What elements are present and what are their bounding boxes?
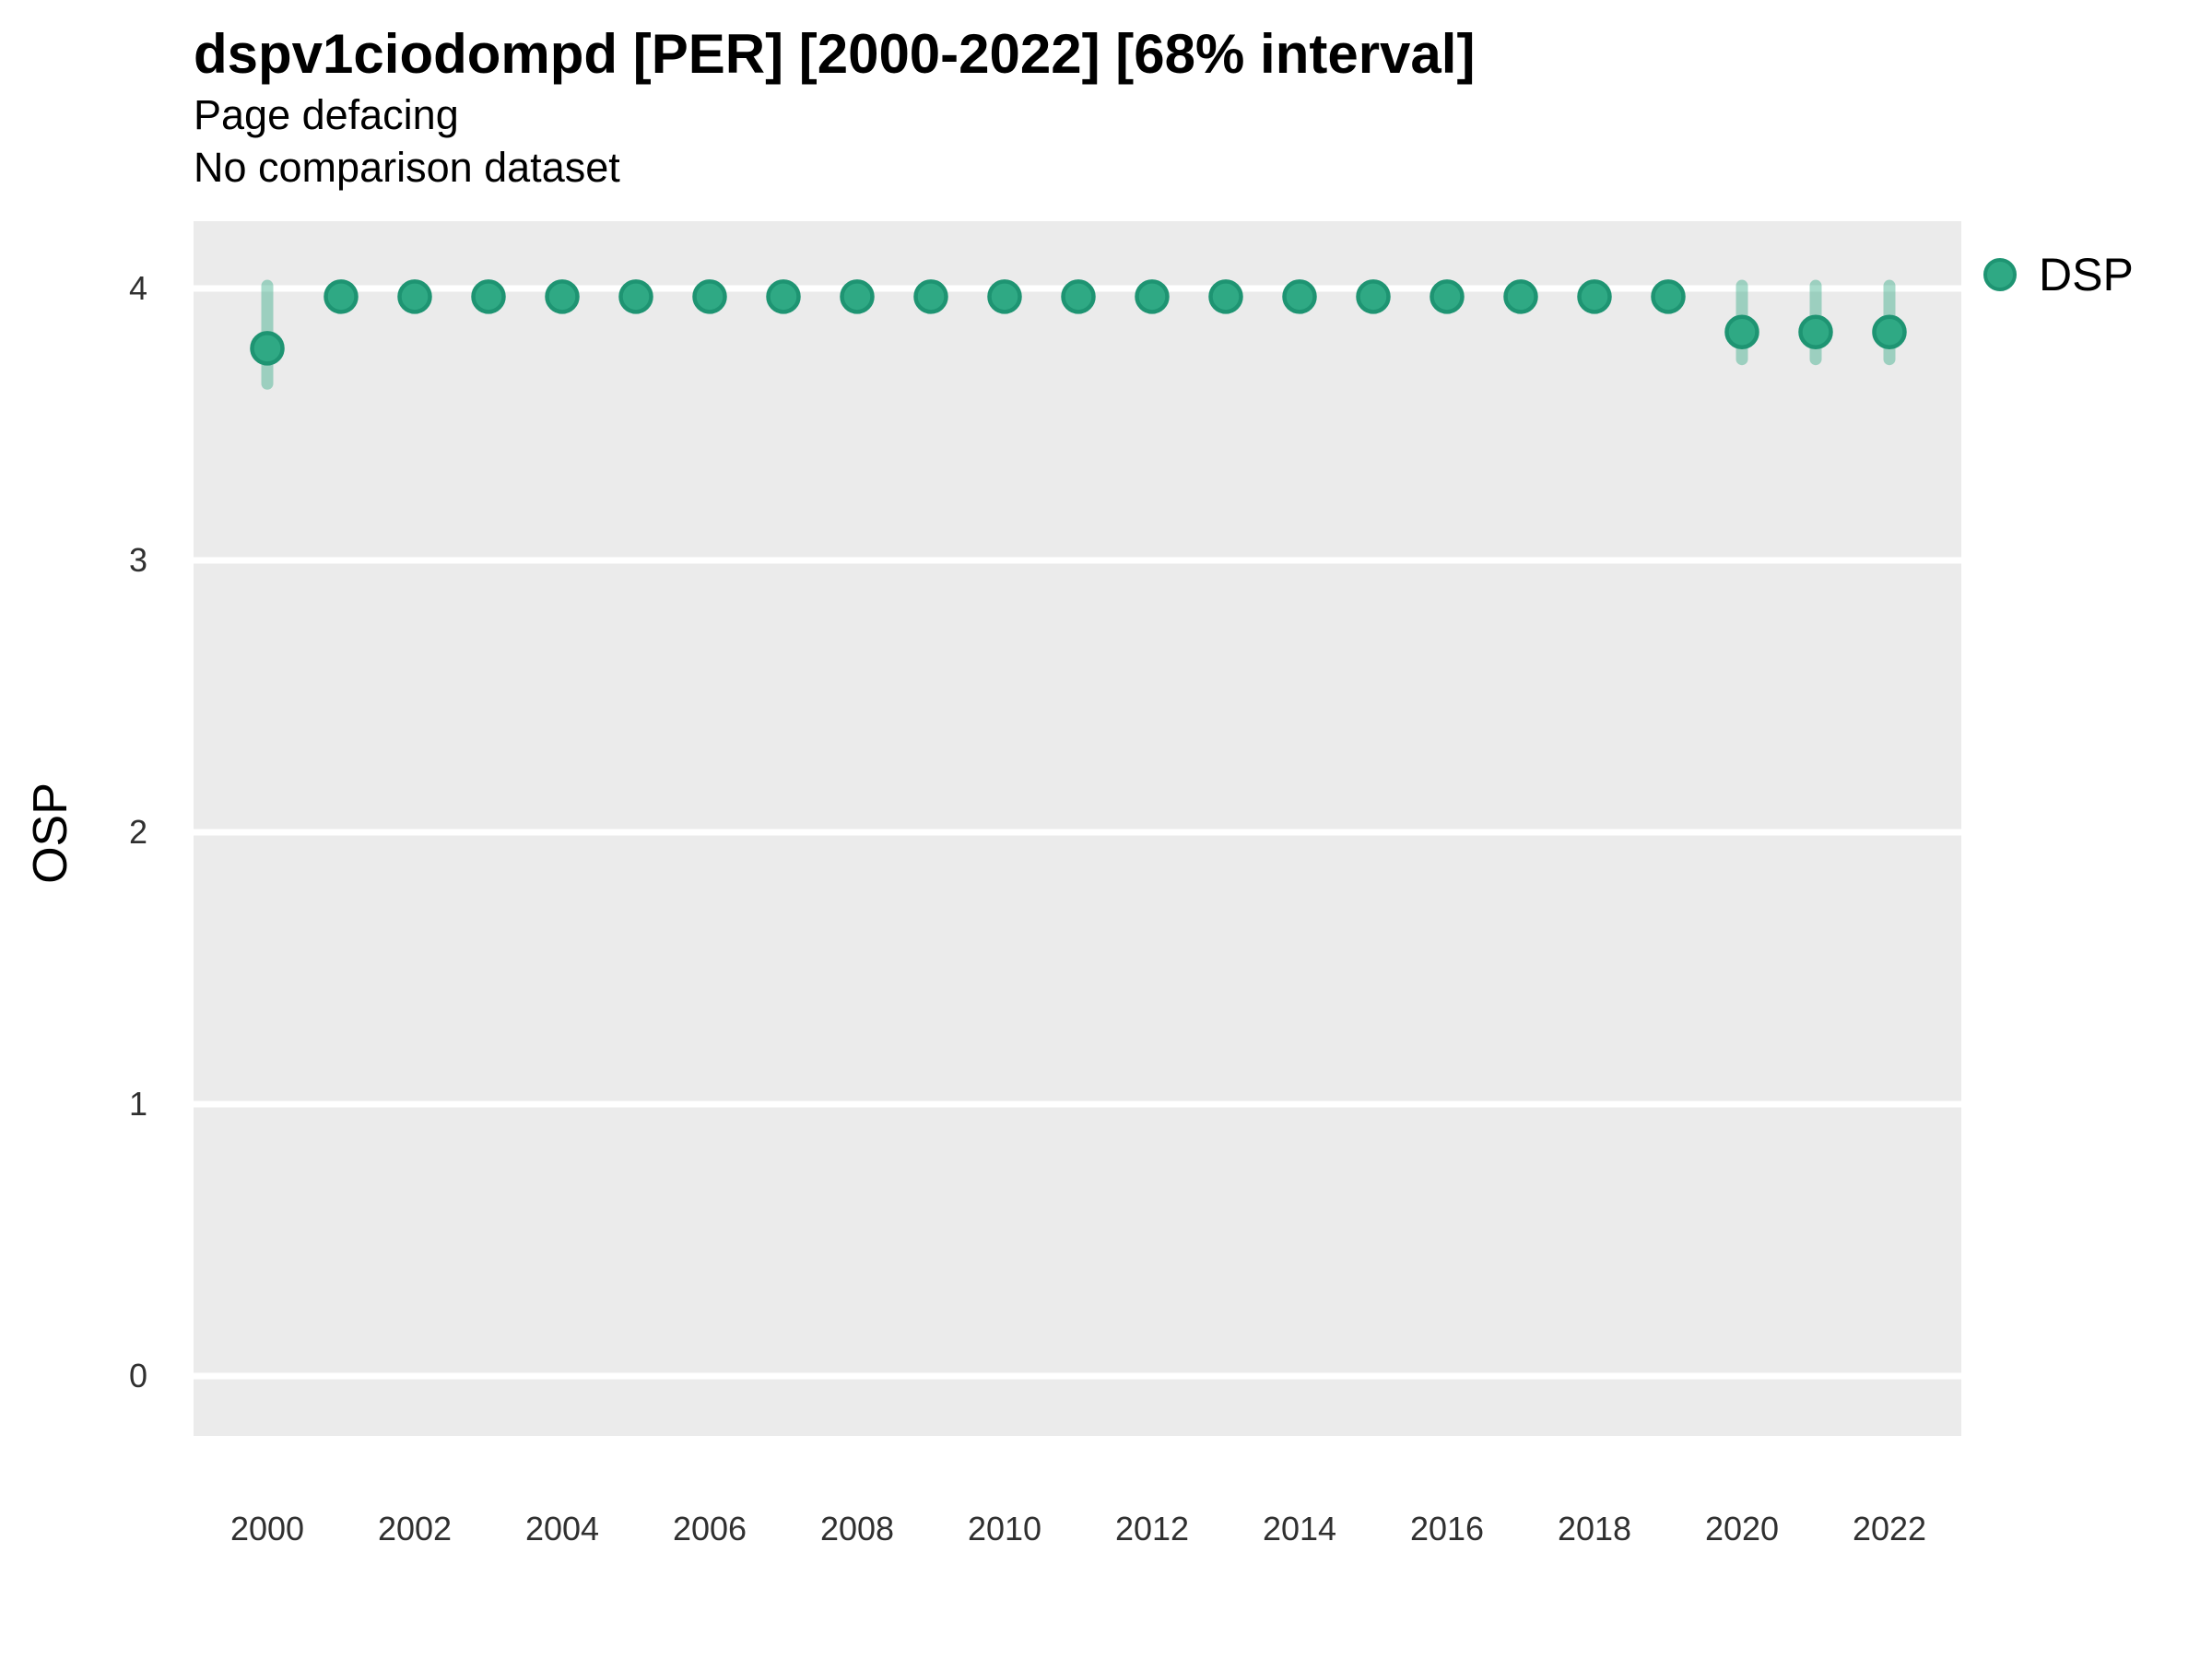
- chart-title: dspv1ciodompd [PER] [2000-2022] [68% int…: [194, 23, 1476, 85]
- data-point-2018: [1577, 279, 1612, 314]
- legend-label: DSP: [2039, 249, 2134, 300]
- x-tick-label-2020: 2020: [1704, 1510, 1780, 1547]
- x-tick-label-2012: 2012: [1114, 1510, 1190, 1547]
- chart-header: dspv1ciodompd [PER] [2000-2022] [68% int…: [194, 20, 1475, 194]
- legend: DSP: [1983, 247, 2134, 302]
- data-point-2019: [1651, 279, 1686, 314]
- y-tick-label-3: 3: [128, 541, 147, 579]
- data-point-2015: [1356, 279, 1391, 314]
- data-point-2002: [397, 279, 432, 314]
- y-tick-label-2: 2: [128, 813, 147, 851]
- x-tick-label-2008: 2008: [819, 1510, 895, 1547]
- x-tick-label-2016: 2016: [1409, 1510, 1485, 1547]
- y-tick-label-1: 1: [128, 1085, 147, 1123]
- data-point-2001: [324, 279, 359, 314]
- data-point-2003: [471, 279, 506, 314]
- data-point-2016: [1430, 279, 1465, 314]
- data-point-2006: [692, 279, 727, 314]
- x-tick-label-2006: 2006: [672, 1510, 747, 1547]
- x-tick-label-2018: 2018: [1557, 1510, 1632, 1547]
- data-point-2007: [766, 279, 801, 314]
- x-tick-label-2002: 2002: [377, 1510, 453, 1547]
- data-point-2013: [1208, 279, 1243, 314]
- data-point-2008: [840, 279, 875, 314]
- data-point-2009: [913, 279, 948, 314]
- plot-panel: [194, 221, 1961, 1436]
- data-point-2014: [1282, 279, 1317, 314]
- data-point-2010: [987, 279, 1022, 314]
- y-tick-label-0: 0: [128, 1357, 147, 1394]
- data-point-2017: [1503, 279, 1538, 314]
- x-tick-label-2004: 2004: [524, 1510, 600, 1547]
- data-point-2021: [1798, 314, 1833, 349]
- plot-area: [194, 279, 1961, 1380]
- chart-subtitle-line1: Page defacing: [194, 91, 459, 138]
- data-point-2011: [1061, 279, 1096, 314]
- x-tick-label-2010: 2010: [967, 1510, 1042, 1547]
- x-tick-label-2000: 2000: [229, 1510, 305, 1547]
- x-tick-label-2022: 2022: [1852, 1510, 1927, 1547]
- data-point-2012: [1135, 279, 1170, 314]
- data-point-2000: [250, 331, 285, 366]
- x-tick-label-2014: 2014: [1262, 1510, 1337, 1547]
- data-point-2005: [618, 279, 653, 314]
- data-point-2004: [545, 279, 580, 314]
- chart-subtitle-line2: No comparison dataset: [194, 144, 620, 191]
- data-point-2022: [1872, 314, 1907, 349]
- y-tick-label-4: 4: [128, 269, 147, 307]
- legend-marker-dot: [1983, 258, 2017, 291]
- data-point-2020: [1724, 314, 1759, 349]
